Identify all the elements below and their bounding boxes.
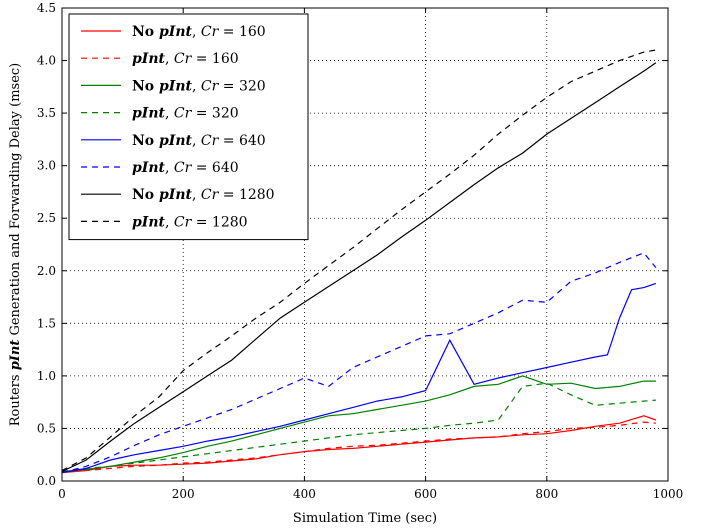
y-tick-label: 4.5 xyxy=(37,1,56,15)
y-axis-title-pint: pInt xyxy=(8,340,23,371)
legend-label: No pInt, Cr = 640 xyxy=(132,133,266,149)
x-axis-title: Simulation Time (sec) xyxy=(293,511,437,526)
y-axis-title: Routers pInt Generation and Forwarding D… xyxy=(8,63,23,426)
y-tick-label: 2.0 xyxy=(37,264,56,278)
x-tick-label: 0 xyxy=(58,487,66,501)
legend: No pInt, Cr = 160 pInt, Cr = 160 No pInt, … xyxy=(68,13,309,241)
x-tick-label: 200 xyxy=(172,487,195,501)
legend-label: pInt, Cr = 1280 xyxy=(132,214,248,230)
y-tick-label: 4.0 xyxy=(37,54,56,68)
x-tick-label: 400 xyxy=(293,487,316,501)
x-tick-label: 600 xyxy=(414,487,437,501)
y-tick-label: 3.5 xyxy=(37,106,56,120)
legend-label: pInt, Cr = 640 xyxy=(132,160,239,176)
series-line xyxy=(61,382,656,473)
series-layer xyxy=(61,49,657,474)
series-line xyxy=(61,421,656,473)
y-tick-label: 3.0 xyxy=(37,159,56,173)
y-axis-title-part: Generation and Forwarding Delay (msec) xyxy=(8,63,23,340)
series-line xyxy=(61,282,657,474)
y-tick-label: 2.5 xyxy=(37,211,56,225)
y-tick-label: 0.5 xyxy=(37,421,56,435)
legend-box xyxy=(68,13,309,241)
x-tick-label: 1000 xyxy=(653,487,684,501)
y-tick-label: 0.0 xyxy=(37,474,56,488)
y-tick-label: 1.0 xyxy=(37,369,56,383)
series-line xyxy=(61,375,656,473)
legend-label: pInt, Cr = 160 xyxy=(132,51,239,67)
plot-frame xyxy=(61,7,669,482)
legend-label: No pInt, Cr = 1280 xyxy=(132,187,275,203)
x-tick-label: 800 xyxy=(535,487,558,501)
axis-ticks: 0 200 400 600 800 1000 0.0 0.5 1.0 1.5 2.0 2.5 3.0 3.… xyxy=(37,1,683,501)
legend-label: No pInt, Cr = 160 xyxy=(132,24,266,40)
series-line xyxy=(61,62,657,473)
y-tick-label: 1.5 xyxy=(37,316,56,330)
series-line xyxy=(61,252,657,474)
y-axis-title-part: Routers xyxy=(8,370,23,426)
legend-label: No pInt, Cr = 320 xyxy=(132,78,266,94)
legend-label: pInt, Cr = 320 xyxy=(132,106,239,122)
